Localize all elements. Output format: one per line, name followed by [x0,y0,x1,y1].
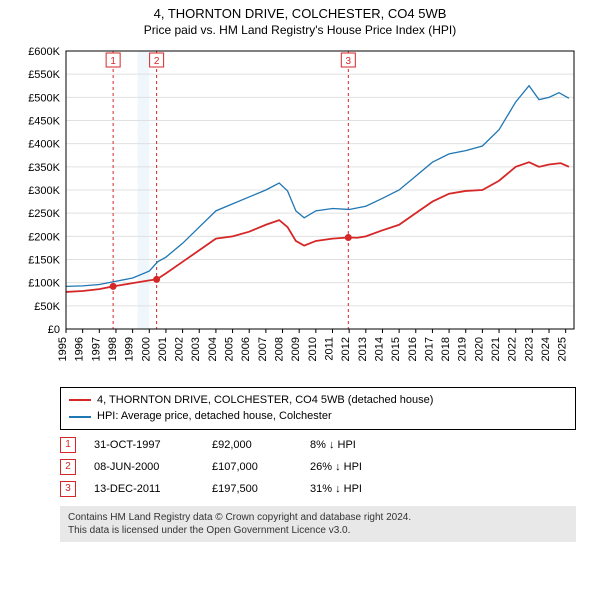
legend-swatch [69,399,91,401]
svg-text:2023: 2023 [523,337,535,361]
svg-text:2024: 2024 [540,337,552,361]
chart-area: £0 £50K £100K £150K £200K £250K £300K £350K £400… [14,41,586,381]
attribution-line-1: Contains HM Land Registry data © Crown c… [68,511,568,524]
svg-text:2019: 2019 [457,337,469,361]
svg-text:1: 1 [110,56,116,67]
svg-text:2005: 2005 [224,337,236,361]
chart-subtitle: Price paid vs. HM Land Registry's House … [0,23,600,41]
sales-row: 2 08-JUN-2000 £107,000 26% ↓ HPI [60,456,576,478]
svg-text:£200K: £200K [28,231,60,243]
svg-text:£250K: £250K [28,208,60,220]
svg-text:2011: 2011 [323,337,335,361]
svg-text:2007: 2007 [257,337,269,361]
attribution: Contains HM Land Registry data © Crown c… [60,506,576,542]
svg-text:2016: 2016 [407,337,419,361]
svg-text:2015: 2015 [390,337,402,361]
svg-text:£50K: £50K [34,301,60,313]
chart-title: 4, THORNTON DRIVE, COLCHESTER, CO4 5WB [0,0,600,23]
svg-text:3: 3 [346,56,352,67]
sales-price: £92,000 [212,439,292,451]
svg-text:2: 2 [154,56,160,67]
sales-marker: 2 [60,459,76,475]
sales-date: 08-JUN-2000 [94,461,194,473]
attribution-line-2: This data is licensed under the Open Gov… [68,524,568,537]
svg-text:2008: 2008 [274,337,286,361]
svg-text:1999: 1999 [124,337,136,361]
svg-text:£100K: £100K [28,278,60,290]
svg-text:1997: 1997 [90,337,102,361]
svg-text:2010: 2010 [307,337,319,361]
svg-text:£350K: £350K [28,162,60,174]
svg-text:2021: 2021 [490,337,502,361]
legend-row: HPI: Average price, detached house, Colc… [69,408,567,425]
svg-text:2004: 2004 [207,337,219,361]
legend-swatch [69,416,91,418]
legend-row: 4, THORNTON DRIVE, COLCHESTER, CO4 5WB (… [69,392,567,409]
legend: 4, THORNTON DRIVE, COLCHESTER, CO4 5WB (… [60,387,576,430]
svg-text:£150K: £150K [28,254,60,266]
svg-text:2009: 2009 [290,337,302,361]
sales-price: £197,500 [212,483,292,495]
svg-text:2002: 2002 [174,337,186,361]
sales-hpi: 31% ↓ HPI [310,483,400,495]
svg-text:2022: 2022 [507,337,519,361]
sales-hpi: 8% ↓ HPI [310,439,400,451]
svg-text:1998: 1998 [107,337,119,361]
sales-table: 1 31-OCT-1997 £92,000 8% ↓ HPI 2 08-JUN-2000 £… [60,434,576,500]
sales-row: 1 31-OCT-1997 £92,000 8% ↓ HPI [60,434,576,456]
sales-hpi: 26% ↓ HPI [310,461,400,473]
svg-text:2006: 2006 [240,337,252,361]
svg-text:2014: 2014 [373,337,385,361]
svg-text:£300K: £300K [28,185,60,197]
chart-container: 4, THORNTON DRIVE, COLCHESTER, CO4 5WB P… [0,0,600,590]
sales-date: 31-OCT-1997 [94,439,194,451]
svg-text:£400K: £400K [28,139,60,151]
svg-text:2012: 2012 [340,337,352,361]
svg-text:£0: £0 [48,324,60,336]
svg-text:£500K: £500K [28,92,60,104]
svg-text:2001: 2001 [157,337,169,361]
svg-text:2017: 2017 [423,337,435,361]
svg-text:2020: 2020 [473,337,485,361]
svg-text:2003: 2003 [190,337,202,361]
sales-marker: 3 [60,481,76,497]
svg-text:2018: 2018 [440,337,452,361]
svg-text:1995: 1995 [57,337,69,361]
sales-marker: 1 [60,437,76,453]
svg-text:£450K: £450K [28,115,60,127]
svg-text:£600K: £600K [28,46,60,58]
svg-text:£550K: £550K [28,69,60,81]
legend-label: 4, THORNTON DRIVE, COLCHESTER, CO4 5WB (… [97,392,433,409]
sales-row: 3 13-DEC-2011 £197,500 31% ↓ HPI [60,478,576,500]
svg-text:2000: 2000 [140,337,152,361]
svg-text:2025: 2025 [557,337,569,361]
chart-svg: £0 £50K £100K £150K £200K £250K £300K £350K £400… [14,41,586,381]
sales-price: £107,000 [212,461,292,473]
svg-text:1996: 1996 [74,337,86,361]
sales-date: 13-DEC-2011 [94,483,194,495]
legend-label: HPI: Average price, detached house, Colc… [97,408,332,425]
svg-text:2013: 2013 [357,337,369,361]
